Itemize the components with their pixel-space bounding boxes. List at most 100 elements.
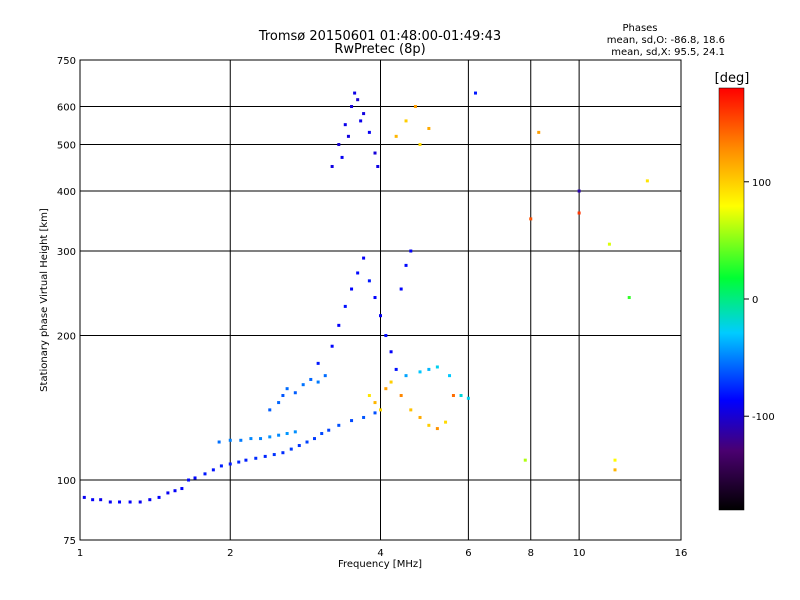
- data-point: [367, 130, 371, 134]
- data-point: [297, 444, 301, 448]
- data-point: [379, 408, 382, 412]
- data-point: [418, 143, 422, 147]
- data-point: [327, 428, 331, 432]
- data-point: [217, 440, 221, 444]
- data-point: [99, 498, 103, 502]
- data-point: [259, 437, 263, 441]
- data-point: [379, 314, 382, 318]
- data-point: [362, 112, 366, 116]
- data-point: [627, 296, 631, 300]
- data-point: [166, 491, 170, 495]
- y-tick-label: 100: [57, 476, 76, 487]
- data-point: [435, 365, 439, 369]
- data-point: [228, 438, 232, 442]
- data-point: [268, 435, 272, 439]
- data-point: [148, 498, 152, 502]
- colorbar-gradient: [718, 87, 745, 511]
- data-point: [362, 415, 366, 419]
- data-point: [277, 401, 281, 405]
- data-point: [193, 476, 197, 480]
- data-point: [180, 487, 184, 491]
- y-axis-label: Stationary phase Virtual Height [km]: [39, 208, 50, 392]
- data-point: [409, 408, 413, 412]
- data-point: [301, 383, 305, 387]
- data-point: [418, 415, 422, 419]
- y-tick-label: 750: [57, 56, 76, 67]
- colorbar-tick-label: -100: [752, 412, 775, 423]
- plot-area: 1 2 4 6 8 10 16 75 100 200 300 400 500 600 750: [57, 56, 687, 559]
- data-point: [289, 447, 293, 451]
- grid-lines: [80, 60, 681, 540]
- data-point: [350, 419, 354, 423]
- data-point: [404, 263, 408, 267]
- y-tick-label: 200: [57, 332, 76, 343]
- data-point: [337, 143, 341, 147]
- data-point: [451, 394, 455, 398]
- data-point: [373, 151, 377, 155]
- data-point: [320, 432, 324, 436]
- data-point: [394, 367, 398, 371]
- data-point: [91, 498, 95, 502]
- data-point: [330, 164, 334, 168]
- data-point: [237, 460, 241, 464]
- data-point: [418, 370, 422, 374]
- data-point: [427, 367, 431, 371]
- data-point: [138, 500, 142, 504]
- data-point: [309, 377, 313, 381]
- data-point: [244, 458, 248, 462]
- data-point: [356, 98, 360, 102]
- data-point: [448, 374, 452, 378]
- data-point: [337, 323, 341, 327]
- data-point: [367, 394, 371, 398]
- data-point: [404, 119, 408, 123]
- data-point: [362, 256, 366, 260]
- data-point: [427, 423, 431, 427]
- data-point: [219, 464, 223, 468]
- data-point: [373, 401, 377, 405]
- data-point: [211, 468, 215, 472]
- data-point: [277, 433, 281, 437]
- data-point: [281, 394, 285, 398]
- y-tick-label: 300: [57, 247, 76, 258]
- data-point: [340, 155, 344, 159]
- data-point: [203, 472, 207, 476]
- x-tick-label: 2: [227, 548, 233, 559]
- data-point: [281, 451, 285, 455]
- colorbar-tick-label: 0: [752, 295, 758, 306]
- data-point: [346, 134, 350, 138]
- data-point: [473, 91, 477, 95]
- data-point: [118, 500, 122, 504]
- data-point: [350, 287, 354, 291]
- data-point: [254, 456, 258, 460]
- data-point: [312, 437, 316, 441]
- data-point: [376, 164, 380, 168]
- chart-title: Tromsø 20150601 01:48:00-01:49:43: [258, 29, 501, 44]
- data-point: [316, 380, 320, 384]
- data-point: [384, 387, 388, 391]
- colorbar-ticks: 100 0 -100: [744, 178, 775, 423]
- data-point: [404, 374, 408, 378]
- data-point: [108, 500, 112, 504]
- data-point: [293, 391, 297, 395]
- data-point: [316, 361, 320, 365]
- stats-o-line: mean, sd,O: -86.8, 18.6: [607, 35, 725, 46]
- data-point: [293, 430, 297, 434]
- data-point: [173, 489, 177, 493]
- data-point: [413, 105, 417, 109]
- x-tick-label: 8: [528, 548, 534, 559]
- colorbar-label: [deg]: [715, 71, 750, 86]
- x-tick-label: 16: [675, 548, 688, 559]
- data-point: [337, 423, 341, 427]
- data-point: [645, 179, 649, 183]
- data-point: [373, 411, 377, 415]
- data-point: [268, 408, 272, 412]
- data-point: [444, 420, 448, 424]
- stats-x-line: mean, sd,X: 95.5, 24.1: [611, 47, 725, 58]
- data-point: [577, 211, 581, 215]
- data-point: [607, 242, 611, 246]
- data-point: [373, 296, 377, 300]
- data-point: [466, 396, 470, 400]
- data-point: [394, 134, 398, 138]
- data-point: [187, 478, 191, 482]
